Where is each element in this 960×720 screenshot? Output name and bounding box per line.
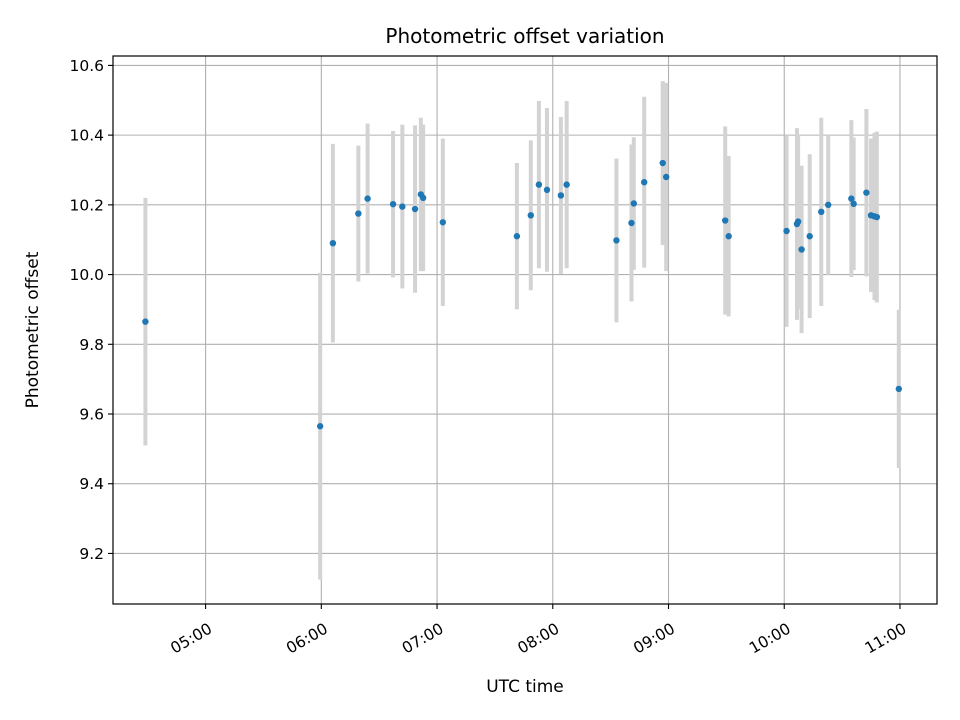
grid-layer: [113, 56, 937, 604]
data-point: [794, 218, 802, 225]
data-point: [411, 205, 419, 213]
data-point: [557, 192, 565, 199]
data-point: [848, 195, 855, 202]
data-point: [316, 423, 324, 430]
data-point: [662, 173, 670, 181]
data-point: [783, 227, 790, 235]
data-point: [895, 385, 903, 393]
data-point: [364, 195, 371, 202]
data-point: [613, 237, 620, 244]
plot-frame: [112, 55, 938, 605]
data-point: [563, 181, 570, 188]
data-point: [543, 186, 551, 194]
data-point: [142, 318, 149, 325]
data-point: [798, 246, 805, 253]
data-point: [641, 178, 648, 186]
data-point: [399, 203, 406, 210]
data-point: [659, 159, 666, 167]
data-point: [419, 194, 427, 202]
y-tick-label: 10.2: [69, 196, 104, 214]
data-point: [863, 189, 870, 196]
data-point: [628, 219, 635, 227]
y-tick-label: 9.2: [79, 545, 104, 563]
data-point: [329, 239, 337, 247]
data-point: [535, 181, 543, 188]
y-axis-ticks: 9.2 9.4 9.6 9.8 10.0 10.2 10.4 10.6: [69, 57, 113, 563]
y-tick-label: 9.4: [79, 475, 104, 493]
data-point: [825, 201, 832, 209]
y-tick-label: 10.6: [69, 57, 104, 75]
y-tick-label: 9.6: [79, 406, 104, 424]
y-tick-label: 9.8: [79, 336, 104, 354]
point-layer: [142, 159, 903, 430]
x-axis-label: UTC time: [486, 677, 564, 697]
data-point: [818, 208, 825, 216]
y-tick-label: 10.4: [69, 127, 104, 145]
data-point: [513, 233, 521, 240]
data-point: [722, 217, 729, 224]
data-point: [850, 200, 857, 208]
y-tick-label: 10.0: [69, 266, 104, 284]
data-point: [806, 233, 813, 240]
data-point: [355, 210, 362, 217]
data-point: [527, 212, 534, 219]
data-point: [389, 200, 397, 208]
y-axis-label: Photometric offset: [23, 251, 43, 408]
data-point: [725, 233, 732, 240]
data-point: [439, 219, 447, 226]
data-point: [630, 200, 637, 207]
data-point: [873, 213, 881, 221]
chart-title: Photometric offset variation: [385, 24, 664, 48]
